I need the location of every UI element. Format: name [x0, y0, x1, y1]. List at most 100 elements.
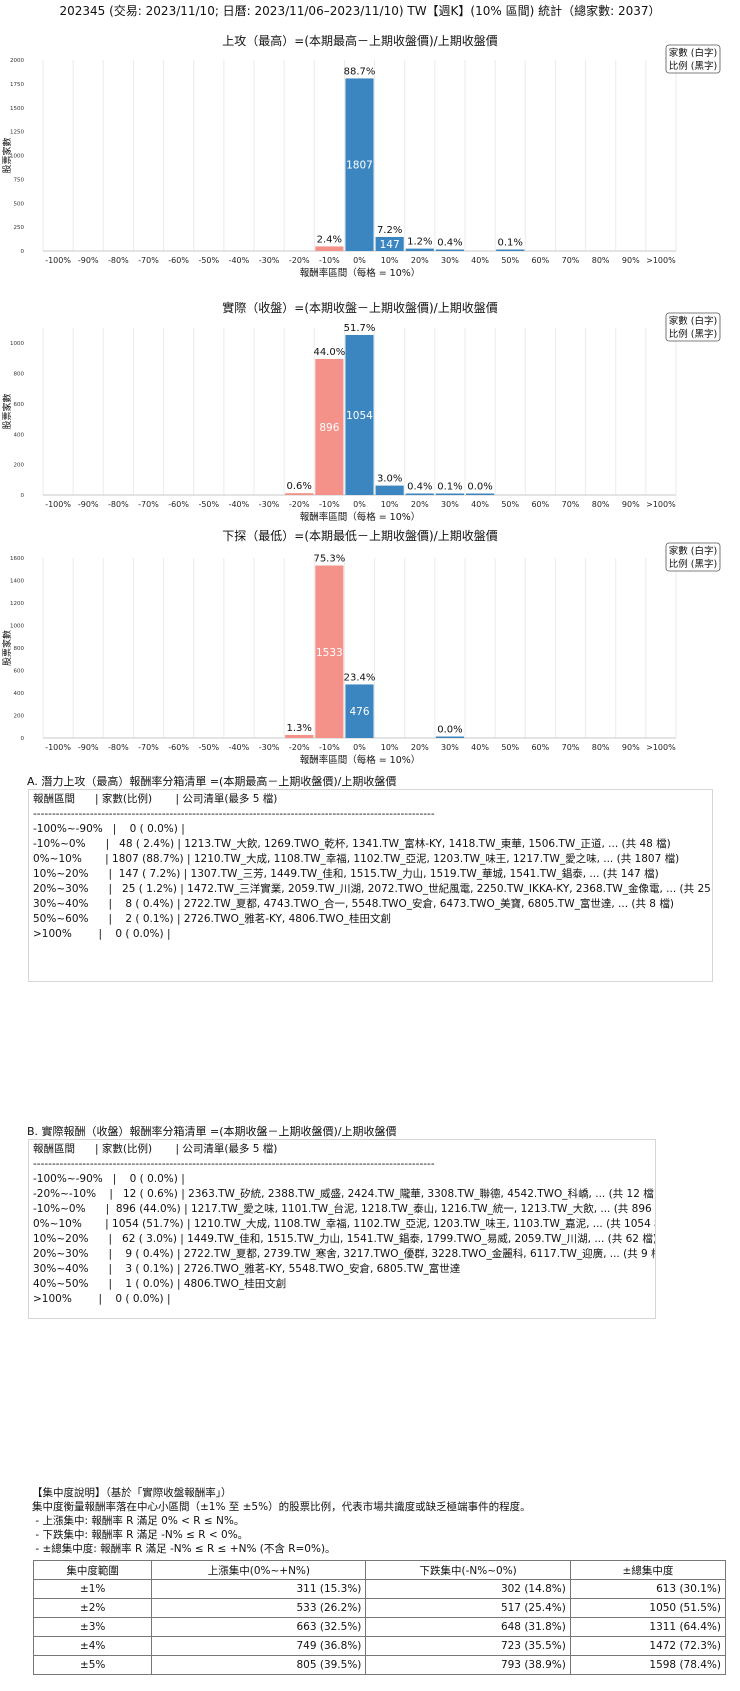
bar-20%: [405, 493, 434, 495]
legend-pct-label: 比例 (黑字): [669, 558, 717, 570]
chart-upside: 0 250 500 750 1000 1250 1500 1750 2000 2.4% 88.7% 1…: [1, 33, 721, 279]
section-a-line: 10%~20% | 147 ( 7.2%) | 1307.TW_三芳, 1449…: [33, 868, 659, 880]
x-tick-label: -30%: [259, 500, 280, 509]
y-axis-label: 股票家數: [1, 393, 13, 429]
concentration-table-header: 集中度範圍 上漲集中(0%~+N%) 下跌集中(-N%~0%) ±總集中度: [32, 1560, 727, 1580]
x-tick-label: 80%: [592, 743, 610, 752]
x-tick-label: 50%: [501, 743, 519, 752]
chart-title: 上攻（最高）=(本期最高－上期收盤價)/上期收盤價: [222, 33, 497, 48]
x-tick-label: -80%: [108, 256, 129, 265]
bar-20%: [405, 248, 434, 251]
section-a-line: 報酬區間 | 家數(比例) | 公司清單(最多 5 檔): [33, 793, 278, 805]
x-tick-label: 90%: [622, 256, 640, 265]
y-tick-label: 1000: [10, 154, 24, 160]
x-tick-label: 90%: [622, 500, 640, 509]
section-b-list: 報酬區間 | 家數(比例) | 公司清單(最多 5 檔) ------------…: [28, 1139, 656, 1319]
concentration-notes: 【集中度說明】（基於「實際收盤報酬率」） 集中度衡量報酬率落在中心小區間（±1% …: [32, 1486, 531, 1556]
y-tick-label: 1250: [10, 130, 24, 136]
bar-pct-label: 75.3%: [313, 554, 345, 565]
x-tick-label: 90%: [622, 743, 640, 752]
y-tick-label: 0: [21, 736, 25, 742]
x-tick-label: 10%: [381, 256, 399, 265]
x-tick-label: -100%: [45, 743, 71, 752]
section-a-title: A. 潛力上攻（最高）報酬率分箱清單 =(本期最高－上期收盤價)/上期收盤價: [27, 775, 397, 788]
x-tick-label: 20%: [411, 743, 429, 752]
x-tick-label: 40%: [471, 500, 489, 509]
x-tick-label: -10%: [319, 743, 340, 752]
y-tick-label: 0: [21, 249, 25, 255]
bar-pct-label: 44.0%: [313, 347, 345, 358]
table-cell: ±5%: [32, 1655, 153, 1675]
bar-0%: [345, 334, 374, 495]
x-axis-label: 報酬率區間（每格 = 10%）: [300, 754, 421, 766]
legend-count-label: 家數 (白字): [669, 315, 717, 327]
bar-count-label: 1054: [346, 410, 373, 422]
legend-pct-label: 比例 (黑字): [669, 60, 717, 72]
y-tick-label: 1600: [10, 556, 24, 562]
y-tick-label: 200: [14, 714, 25, 720]
bar--10%: [315, 358, 344, 495]
y-tick-label: 400: [14, 691, 25, 697]
table-row: ±5% 805 (39.5%) 793 (38.9%) 1598 (78.4%): [32, 1655, 727, 1675]
bar-pct-label: 0.4%: [407, 482, 432, 493]
table-row: ±1% 311 (15.3%) 302 (14.8%) 613 (30.1%): [32, 1579, 727, 1599]
legend-count-label: 家數 (白字): [669, 47, 717, 59]
legend-box: [665, 44, 721, 74]
x-tick-label: 60%: [531, 256, 549, 265]
concentration-note-line: - 上漲集中: 報酬率 R 滿足 0% < R ≤ N%。: [32, 1515, 245, 1527]
chart-downside: 0 200 400 600 800 1000 1200 1400 1600 1.3% 75.3% 15…: [1, 529, 721, 766]
concentration-header-cell: 下跌集中(-N%~0%): [365, 1560, 571, 1580]
bar-pct-label: 0.6%: [287, 481, 312, 492]
table-cell: 533 (26.2%): [151, 1598, 367, 1618]
table-cell: 805 (39.5%): [151, 1655, 367, 1675]
table-row: ±2% 533 (26.2%) 517 (25.4%) 1050 (51.5%): [32, 1598, 727, 1618]
bar-pct-label: 51.7%: [344, 323, 376, 334]
legend-pct-label: 比例 (黑字): [669, 328, 717, 340]
x-tick-label: -80%: [108, 500, 129, 509]
legend-count-label: 家數 (白字): [669, 545, 717, 557]
concentration-header-cell: ±總集中度: [569, 1560, 727, 1580]
table-cell: 613 (30.1%): [569, 1579, 727, 1599]
concentration-note-line: - 下跌集中: 報酬率 R 滿足 -N% ≤ R < 0%。: [32, 1529, 249, 1541]
x-tick-label: -80%: [108, 743, 129, 752]
x-tick-label: -70%: [138, 500, 159, 509]
bar-pct-label: 0.0%: [467, 482, 492, 493]
y-axis-label: 股票家數: [1, 137, 13, 173]
bar--10%: [315, 246, 344, 251]
y-tick-label: 2000: [10, 58, 24, 64]
section-a-line: -100%~-90% | 0 ( 0.0%) |: [33, 823, 185, 835]
bar--20%: [285, 734, 314, 738]
table-cell: ±4%: [32, 1636, 153, 1656]
x-tick-label: -70%: [138, 256, 159, 265]
x-tick-label: 10%: [381, 743, 399, 752]
section-a-line: ----------------------------------------…: [33, 808, 435, 820]
bar--10%: [315, 565, 344, 738]
section-a-line: 20%~30% | 25 ( 1.2%) | 1472.TW_三洋實業, 205…: [33, 883, 713, 895]
table-cell: 302 (14.8%): [365, 1579, 571, 1599]
x-tick-label: -40%: [229, 500, 250, 509]
y-tick-label: 1200: [10, 601, 24, 607]
x-tick-label: 50%: [501, 256, 519, 265]
y-tick-label: 1000: [10, 341, 24, 347]
concentration-note-line: - ±總集中度: 報酬率 R 滿足 -N% ≤ R ≤ +N% (不含 R=0%…: [32, 1543, 336, 1555]
x-tick-label: 0%: [353, 743, 366, 752]
x-tick-label: 80%: [592, 256, 610, 265]
x-tick-label: -100%: [45, 256, 71, 265]
y-tick-label: 800: [14, 372, 25, 378]
x-tick-label: 30%: [441, 256, 459, 265]
legend-box: [665, 542, 721, 572]
table-cell: 749 (36.8%): [151, 1636, 367, 1656]
x-tick-label: -10%: [319, 256, 340, 265]
x-tick-label: 10%: [381, 500, 399, 509]
section-a-line: 30%~40% | 8 ( 0.4%) | 2722.TW_夏都, 4743.T…: [33, 898, 674, 910]
x-tick-label: 0%: [353, 256, 366, 265]
table-cell: 1472 (72.3%): [569, 1636, 727, 1656]
bar-count-label: 896: [319, 422, 339, 434]
bar-pct-label: 23.4%: [344, 672, 376, 683]
x-tick-label: -40%: [229, 743, 250, 752]
table-cell: ±2%: [32, 1598, 153, 1618]
y-tick-label: 600: [14, 669, 25, 675]
x-tick-label: >100%: [646, 743, 676, 752]
table-cell: 1311 (64.4%): [569, 1617, 727, 1637]
x-tick-label: 80%: [592, 500, 610, 509]
